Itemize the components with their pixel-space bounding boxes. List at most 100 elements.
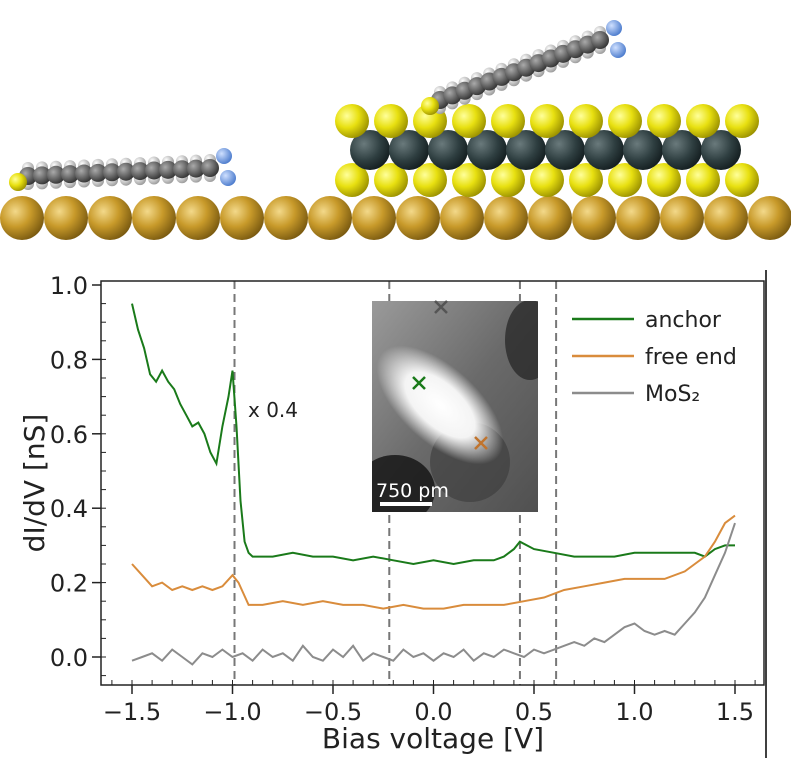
- gold-atom: [352, 196, 396, 240]
- sulfur-atom: [335, 163, 369, 197]
- scale-annotation: x 0.4: [248, 398, 298, 422]
- nitrogen-atom: [216, 148, 232, 164]
- series-line-free-end: [131, 514, 736, 610]
- sulfur-atom: [452, 104, 486, 138]
- sulfur-atom: [647, 163, 681, 197]
- x-tick-label: −1.0: [203, 698, 261, 726]
- gold-atom: [616, 196, 660, 240]
- position-marker-MoS2: [434, 300, 448, 314]
- y-tick-label: 0.8: [50, 346, 88, 374]
- molybdenum-atom: [623, 130, 663, 170]
- gold-atom: [264, 196, 308, 240]
- x-tick-label: 0.5: [515, 698, 553, 726]
- carbon-atom: [47, 165, 65, 184]
- y-tick-label: 0.4: [50, 495, 88, 523]
- series-line-anchor: [131, 303, 735, 566]
- sulfur-atom: [569, 163, 603, 197]
- carbon-atom: [117, 162, 135, 181]
- gold-atom: [176, 196, 220, 240]
- sulfur-atom: [413, 163, 447, 197]
- dIdV-chart: 750 pm x 0.4 anchor free end MoS₂ −1.5 −1.0…: [18, 270, 767, 758]
- molybdenum-atom: [506, 130, 546, 170]
- sulfur-anchor-atom: [421, 97, 439, 115]
- sulfur-atom: [686, 163, 720, 197]
- plot-frame: [100, 280, 765, 686]
- sulfur-atom: [374, 163, 408, 197]
- carbon-atom: [89, 163, 107, 182]
- gold-atom: [440, 196, 484, 240]
- x-tick-label: 1.0: [615, 698, 653, 726]
- series-lines: [131, 303, 736, 666]
- y-tick-label: 0.2: [50, 570, 88, 598]
- gold-atom: [0, 196, 44, 240]
- carbon-atom: [103, 163, 121, 182]
- gold-atom: [396, 196, 440, 240]
- legend-label: free end: [645, 345, 737, 370]
- carbon-atom: [173, 160, 191, 179]
- carbon-atom: [187, 159, 205, 178]
- legend-label: anchor: [645, 308, 722, 333]
- gold-atom: [44, 196, 88, 240]
- gold-atom: [308, 196, 352, 240]
- sulfur-atom: [491, 104, 525, 138]
- sulfur-atom: [647, 104, 681, 138]
- series-line-MoS-: [131, 522, 736, 666]
- molybdenum-atom: [584, 130, 624, 170]
- x-tick-label: 1.5: [716, 698, 754, 726]
- y-axis-label: dI/dV [nS]: [18, 414, 51, 553]
- scale-bar-label: 750 pm: [376, 480, 449, 502]
- nitrogen-atom: [610, 42, 626, 58]
- molybdenum-atom: [467, 130, 507, 170]
- sulfur-atom: [569, 104, 603, 138]
- molecule-blob: [376, 345, 504, 465]
- x-tick-label: 0.0: [414, 698, 452, 726]
- x-tick-label: −0.5: [304, 698, 362, 726]
- carbon-atom: [131, 162, 149, 181]
- carbon-atom: [61, 165, 79, 184]
- gold-atom: [748, 196, 791, 240]
- sulfur-atom: [686, 104, 720, 138]
- gold-atom: [704, 196, 748, 240]
- x-axis-label: Bias voltage [V]: [322, 722, 544, 755]
- sulfur-atom: [530, 104, 564, 138]
- legend-label: MoS₂: [645, 382, 700, 407]
- y-tick-label: 0.0: [50, 644, 88, 672]
- gold-atom: [88, 196, 132, 240]
- position-marker-free-end: [474, 436, 488, 450]
- gold-atom: [528, 196, 572, 240]
- x-tick-label: −1.5: [103, 698, 161, 726]
- sulfur-atom: [725, 163, 759, 197]
- gold-atom: [220, 196, 264, 240]
- carbon-atom: [591, 31, 609, 49]
- molecule-on-surface-illustration: [0, 20, 791, 240]
- stm-inset-image: [372, 301, 538, 512]
- carbon-atom: [201, 159, 219, 177]
- molybdenum-atom: [545, 130, 585, 170]
- molybdenum-atom: [428, 130, 468, 170]
- sulfur-atom: [374, 104, 408, 138]
- gold-atom: [572, 196, 616, 240]
- gold-atom: [132, 196, 176, 240]
- y-tick-label: 1.0: [50, 272, 88, 300]
- carbon-atom: [75, 164, 93, 183]
- molybdenum-atom: [350, 130, 390, 170]
- molybdenum-atom: [701, 130, 741, 170]
- sulfur-atom: [608, 104, 642, 138]
- gold-atom: [660, 196, 704, 240]
- position-marker-anchor: [412, 376, 426, 390]
- gold-atom: [484, 196, 528, 240]
- sulfur-atom: [608, 163, 642, 197]
- carbon-atom: [145, 161, 163, 180]
- molybdenum-atom: [662, 130, 702, 170]
- molybdenum-atom: [389, 130, 429, 170]
- sulfur-anchor-atom: [9, 173, 27, 191]
- y-tick-label: 0.6: [50, 421, 88, 449]
- carbon-atom: [159, 160, 177, 179]
- sulfur-atom: [452, 163, 486, 197]
- sulfur-atom: [725, 104, 759, 138]
- legend: anchor free end MoS₂: [572, 308, 737, 407]
- carbon-atom: [33, 166, 51, 185]
- nitrogen-atom: [220, 170, 236, 186]
- sulfur-atom: [530, 163, 564, 197]
